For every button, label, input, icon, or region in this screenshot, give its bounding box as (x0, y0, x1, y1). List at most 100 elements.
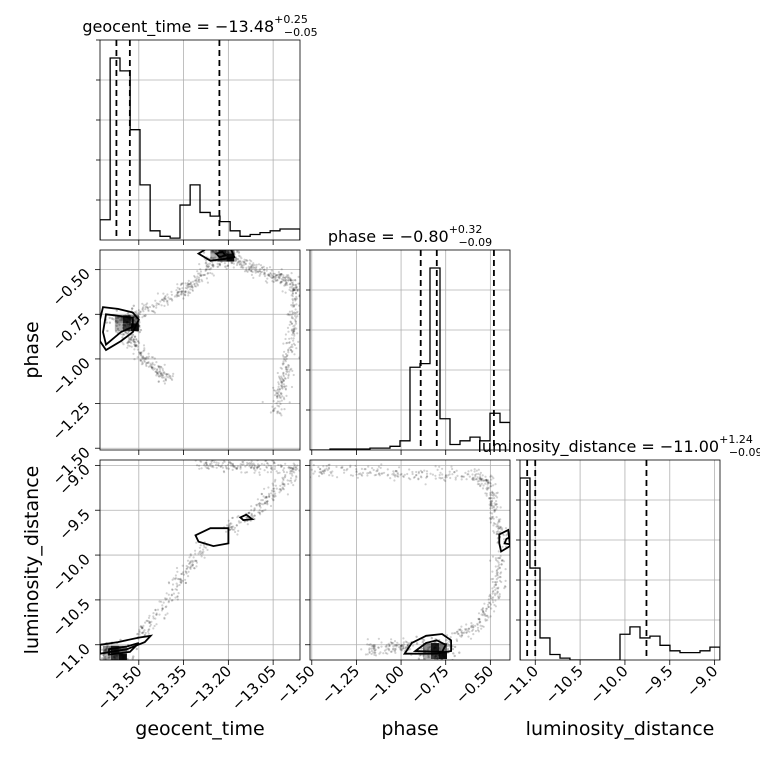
sample-point (499, 576, 502, 579)
sample-point (266, 274, 269, 277)
sample-point (483, 479, 486, 482)
sample-point (287, 466, 290, 469)
sample-point (465, 478, 468, 481)
sample-point (139, 625, 142, 628)
sample-point (271, 497, 274, 500)
sample-point (148, 628, 151, 631)
sample-point (283, 279, 286, 282)
sample-point (117, 316, 120, 319)
sample-point (425, 476, 428, 479)
sample-point (270, 489, 273, 492)
sample-point (336, 476, 339, 479)
sample-point (406, 472, 409, 476)
sample-point (294, 297, 297, 300)
sample-point (137, 632, 140, 636)
sample-point (197, 272, 200, 275)
sample-point (176, 577, 179, 581)
sample-point (217, 462, 220, 465)
sample-point (247, 265, 250, 268)
sample-point (504, 585, 507, 588)
sample-point (214, 240, 216, 242)
sample-point (116, 320, 119, 323)
sample-point (218, 244, 220, 246)
sample-point (248, 511, 251, 514)
sample-point (471, 477, 474, 480)
sample-point (144, 306, 147, 309)
sample-point (426, 475, 429, 478)
sample-point (390, 650, 393, 653)
sample-point (253, 463, 256, 467)
sample-point (478, 617, 481, 621)
sample-point (417, 472, 420, 475)
sample-point (395, 645, 398, 648)
sample-point (493, 493, 496, 496)
sample-point (292, 325, 295, 328)
sample-point (285, 355, 288, 358)
sample-point (136, 340, 139, 343)
sample-point (282, 378, 285, 381)
sample-point (419, 475, 422, 478)
density-cell (118, 653, 127, 660)
sample-point (490, 500, 493, 503)
sample-point (155, 613, 158, 616)
sample-point (273, 495, 276, 498)
sample-point (211, 247, 213, 249)
sample-point (484, 618, 487, 621)
sample-point (461, 634, 464, 637)
sample-point (259, 271, 262, 274)
sample-point (276, 395, 279, 398)
density-cell (110, 653, 119, 660)
sample-point (497, 525, 500, 528)
density-cell (423, 651, 431, 660)
sample-point (288, 346, 291, 350)
sample-point (163, 297, 166, 300)
sample-point (133, 340, 136, 343)
sample-point (504, 527, 508, 530)
sample-point (256, 466, 259, 469)
y-axis-label-luminosity_distance: luminosity_distance (21, 466, 43, 655)
sample-point (274, 492, 277, 495)
sample-point (256, 498, 259, 501)
sample-point (129, 338, 132, 341)
sample-point (227, 464, 230, 467)
sample-point (164, 606, 167, 609)
sample-point (284, 366, 287, 369)
sample-point (392, 472, 395, 475)
sample-point (180, 581, 183, 584)
sample-point (290, 351, 294, 354)
sample-point (461, 475, 464, 478)
sample-point (284, 377, 287, 380)
sample-point (248, 267, 251, 270)
x-tick-label: −13.20 (183, 662, 235, 714)
sample-point (470, 625, 473, 628)
sample-point (497, 567, 500, 571)
sample-point (479, 485, 482, 488)
sample-point (175, 582, 178, 585)
sample-point (495, 570, 498, 573)
sample-point (293, 465, 296, 468)
sample-point (274, 274, 277, 277)
sample-point (293, 471, 296, 474)
sample-point (159, 365, 162, 368)
density-panel-geocent_time-vs-luminosity_distance (95, 459, 301, 665)
panel-content (100, 240, 300, 417)
sample-point (147, 308, 150, 311)
sample-point (284, 360, 287, 363)
sample-point (140, 354, 143, 357)
sample-point (490, 515, 493, 519)
sample-point (140, 352, 143, 355)
sample-point (181, 290, 184, 293)
panel-content (310, 463, 510, 660)
sample-point (253, 466, 256, 469)
sample-point (400, 644, 403, 647)
sample-point (155, 623, 158, 626)
sample-point (481, 477, 484, 480)
sample-point (157, 364, 160, 368)
sample-point (278, 491, 281, 494)
sample-point (295, 347, 298, 350)
sample-point (284, 276, 287, 280)
sample-point (281, 387, 284, 390)
sample-point (146, 361, 149, 364)
sample-point (263, 469, 266, 472)
sample-point (273, 389, 276, 392)
